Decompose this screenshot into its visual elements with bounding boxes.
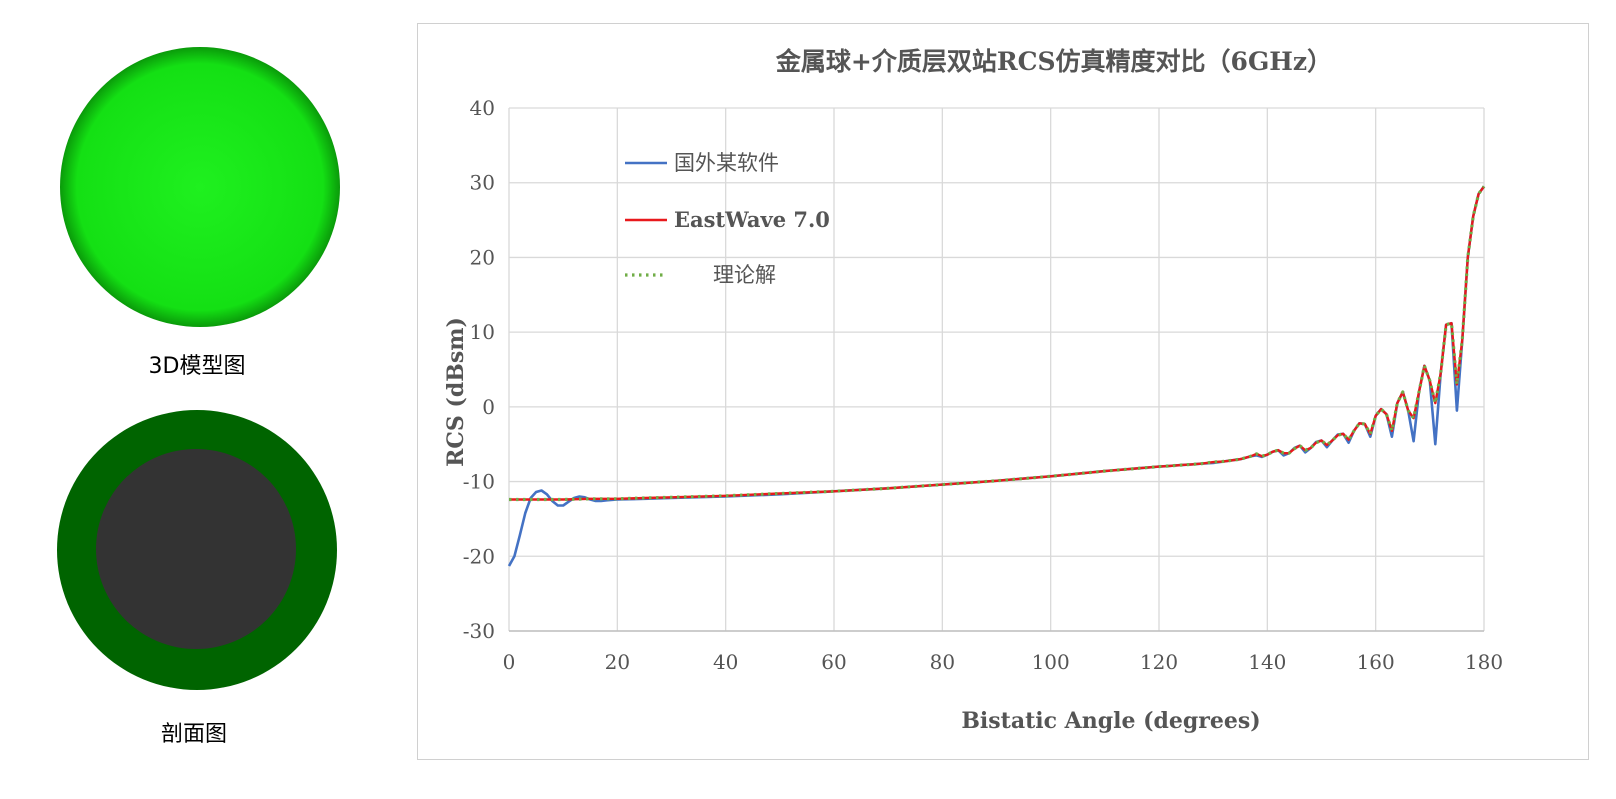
section-view-label: 剖面图	[160, 722, 227, 747]
x-tick-label: 180	[1465, 650, 1503, 674]
model-figures: 3D模型图 剖面图	[0, 0, 400, 795]
y-tick-label: -20	[463, 544, 495, 568]
y-tick-label: 40	[470, 96, 495, 120]
legend: 国外某软件 EastWave 7.0 理论解	[625, 151, 830, 287]
x-tick-label: 40	[713, 650, 738, 674]
section-metal-core	[96, 449, 296, 649]
y-tick-label: -30	[463, 619, 495, 643]
y-tick-label: 20	[470, 245, 495, 269]
y-axis-label: RCS (dBsm)	[443, 317, 469, 467]
x-tick-label: 80	[930, 650, 955, 674]
model-figures-svg	[57, 47, 340, 690]
legend-label-3: 理论解	[713, 263, 776, 287]
axes: 0 20 40 60 80 100 120 140 160 180403020100-10-20-…	[463, 96, 1503, 674]
x-tick-label: 140	[1248, 650, 1286, 674]
series-line-1	[507, 185, 1486, 567]
x-tick-label: 0	[503, 650, 516, 674]
y-tick-label: 10	[470, 320, 495, 344]
x-tick-label: 60	[821, 650, 846, 674]
chart-container: 金属球+介质层双站RCS仿真精度对比（6GHz） 0 20 40 60 80 100 120…	[417, 23, 1589, 760]
legend-label-2: EastWave 7.0	[674, 207, 830, 232]
y-tick-label: -10	[463, 470, 495, 494]
series-line-2	[509, 185, 1485, 501]
y-tick-label: 0	[482, 395, 495, 419]
x-tick-label: 160	[1357, 650, 1395, 674]
sphere-3d-model	[60, 47, 340, 327]
series-lines	[507, 185, 1486, 567]
x-tick-label: 100	[1032, 650, 1070, 674]
x-tick-label: 20	[605, 650, 630, 674]
model-3d-label: 3D模型图	[148, 354, 246, 379]
legend-label-1: 国外某软件	[674, 151, 779, 175]
chart-title: 金属球+介质层双站RCS仿真精度对比（6GHz）	[775, 47, 1332, 76]
x-axis-label: Bistatic Angle (degrees)	[961, 708, 1260, 734]
x-tick-label: 120	[1140, 650, 1178, 674]
series-line-3	[509, 185, 1486, 502]
rcs-chart: 金属球+介质层双站RCS仿真精度对比（6GHz） 0 20 40 60 80 100 120…	[443, 47, 1503, 734]
grid	[508, 107, 1485, 632]
y-tick-label: 30	[470, 171, 495, 195]
